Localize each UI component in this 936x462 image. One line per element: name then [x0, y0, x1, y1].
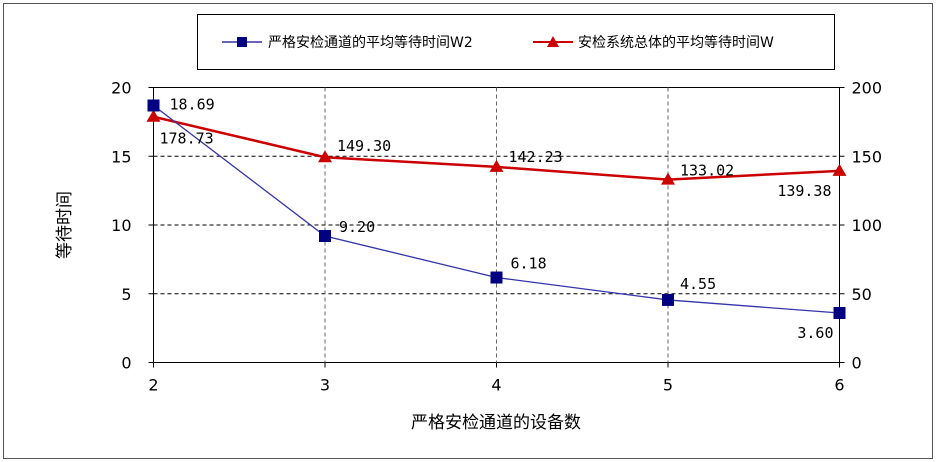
y-tick-label-right: 150: [852, 147, 883, 166]
marker-w: [489, 159, 504, 172]
data-label-w: 133.02: [680, 162, 734, 180]
x-tick-label: 3: [320, 376, 330, 395]
legend-entry-w2: 严格安检通道的平均等待时间W2: [222, 34, 473, 51]
legend-label-w: 安检系统总体的平均等待时间W: [578, 34, 774, 51]
x-tick-label: 5: [663, 376, 673, 395]
data-label-w2: 4.55: [680, 275, 716, 293]
data-label-w2: 3.60: [797, 324, 833, 342]
x-tick-label: 2: [148, 376, 158, 395]
data-label-w: 149.30: [337, 137, 391, 155]
x-axis-title: 严格安检通道的设备数: [411, 413, 581, 433]
marker-w: [832, 163, 847, 176]
data-label-w: 142.23: [509, 148, 563, 166]
y-tick-label-left: 20: [111, 79, 131, 98]
marker-w: [661, 172, 675, 185]
y-tick-label-right: 100: [852, 216, 883, 235]
data-label-w: 178.73: [160, 130, 214, 148]
y-tick-label-right: 200: [852, 79, 883, 98]
series-markers-w2: [147, 99, 846, 319]
marker-w2: [319, 230, 331, 242]
series-w: [146, 109, 847, 185]
data-labels: 18.69 9.20 6.18 4.55 3.60 178.73 149.30 142.23 1…: [160, 96, 834, 342]
marker-w2: [147, 99, 160, 112]
data-label-w2: 6.18: [511, 255, 547, 273]
chart-border: [3, 3, 933, 459]
y-tick-label-left: 15: [111, 147, 131, 166]
y-tick-label-left: 10: [111, 216, 131, 235]
gridlines: [153, 87, 840, 363]
x-tick-label: 4: [491, 376, 501, 395]
y-tick-label-left: 0: [121, 354, 131, 373]
series-markers-w: [146, 109, 847, 185]
legend-entry-w: 安检系统总体的平均等待时间W: [533, 34, 774, 51]
y-tick-label-right: 50: [852, 285, 872, 304]
legend-label-w2: 严格安检通道的平均等待时间W2: [268, 34, 473, 51]
data-label-w2: 9.20: [339, 218, 375, 236]
y-tick-label-left: 5: [121, 285, 131, 304]
legend-box: [197, 14, 835, 70]
legend-marker-w: [547, 36, 559, 47]
data-label-w2: 18.69: [170, 96, 215, 114]
marker-w2: [662, 293, 674, 306]
series-w2: [147, 99, 846, 319]
marker-w: [146, 109, 161, 122]
marker-w2: [490, 271, 503, 284]
y-tick-label-right: 0: [852, 354, 862, 373]
marker-w2: [833, 307, 846, 319]
marker-w: [318, 150, 332, 163]
y-axis-title-left: 等待时间: [55, 191, 75, 259]
x-tick-label: 6: [834, 376, 844, 395]
legend-marker-w2: [237, 37, 247, 47]
legend: 严格安检通道的平均等待时间W2 安检系统总体的平均等待时间W: [197, 14, 835, 70]
data-label-w: 139.38: [777, 182, 831, 200]
